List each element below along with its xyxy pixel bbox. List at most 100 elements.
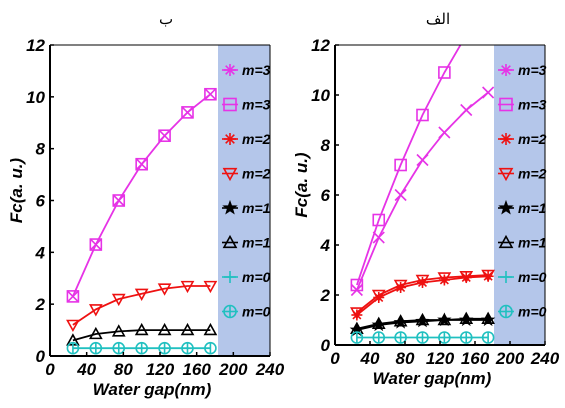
data-point [395, 282, 407, 293]
data-point [158, 129, 171, 143]
panel-1: الف 0 40 80 120 160 200 240 0 2 4 6 8 10 12 Water gap(n… [292, 11, 560, 388]
data-point-stroke [394, 188, 407, 202]
data-point-star [481, 312, 496, 327]
data-point-triangle [66, 319, 80, 333]
data-point [158, 341, 171, 355]
x-tick-label: 0 [45, 360, 55, 379]
data-point [181, 341, 194, 355]
data-point-triangle [88, 304, 103, 317]
legend-marker-triangle [222, 234, 238, 249]
legend-entry: m=0 [498, 269, 547, 285]
data-point-stroke [89, 238, 102, 251]
data-point [112, 194, 126, 207]
data-point-stroke [135, 158, 148, 171]
data-point-stroke [112, 194, 125, 207]
data-point [372, 231, 385, 244]
data-point-stroke [158, 129, 171, 142]
legend-entry: m=3 [222, 62, 271, 78]
y-tick-label: 4 [320, 236, 331, 255]
data-point [482, 86, 495, 99]
data-point [438, 126, 451, 139]
x-tick-label: 80 [114, 360, 133, 379]
legend-label: m=2 [242, 166, 271, 182]
data-point-star [437, 312, 452, 327]
legend-marker [224, 133, 236, 145]
legend-marker-stroke [501, 134, 511, 144]
data-point-triangle [203, 280, 218, 294]
x-tick-label: 200 [218, 360, 248, 379]
data-point-star [393, 314, 408, 329]
data-point-square [181, 106, 194, 119]
data-point-stroke [204, 88, 217, 101]
data-point-triangle [134, 322, 149, 336]
legend-marker-stroke [225, 65, 235, 75]
data-point [394, 331, 407, 344]
y-tick-label: 10 [26, 88, 45, 107]
data-point [438, 274, 450, 286]
data-point-square [438, 66, 451, 79]
data-point-stroke [483, 271, 493, 281]
legend-marker-triangle [498, 234, 514, 249]
data-point [372, 331, 386, 344]
legend-marker-square [499, 97, 513, 112]
data-point [157, 283, 172, 296]
legend-label: m=0 [518, 304, 547, 320]
legend-label: m=2 [518, 131, 547, 147]
legend-label: m=2 [242, 131, 271, 147]
x-tick-label: 120 [426, 349, 455, 368]
legend-label: m=2 [518, 166, 547, 182]
series-line [356, 45, 462, 286]
data-point [481, 331, 495, 344]
x-tick-label: 240 [255, 360, 285, 379]
data-point-triangle [88, 326, 103, 340]
data-point [438, 66, 451, 79]
legend-marker-triangle [222, 167, 238, 182]
data-point [394, 158, 407, 172]
data-point-star [459, 312, 474, 327]
data-point-triangle [203, 322, 218, 336]
y-tick-label: 0 [321, 336, 331, 355]
panel-title: الف [426, 11, 450, 28]
data-point-stroke [482, 86, 495, 99]
data-point-triangle [157, 322, 172, 336]
data-point [460, 103, 473, 117]
data-point-square [135, 157, 148, 171]
legend-label: m=3 [242, 97, 271, 113]
legend-label: m=0 [242, 269, 271, 285]
data-point [88, 304, 103, 317]
y-tick-label: 0 [36, 347, 46, 366]
legend-marker [500, 271, 512, 283]
legend-marker-triangle [498, 167, 514, 182]
y-tick-label: 8 [321, 136, 331, 155]
data-point [157, 322, 172, 336]
data-point [371, 317, 386, 332]
x-axis-label: Water gap(nm) [373, 369, 492, 388]
data-point-square [158, 129, 171, 143]
data-point [180, 280, 195, 294]
legend-panel [494, 45, 545, 345]
legend-marker [222, 199, 238, 215]
y-tick-label: 10 [311, 86, 330, 105]
x-axis-label: Water gap(nm) [93, 380, 212, 399]
x-tick-label: 120 [146, 360, 175, 379]
data-point-triangle [111, 324, 126, 337]
data-point [111, 293, 126, 307]
data-point-square [372, 213, 386, 227]
data-point [373, 292, 385, 303]
series-line [72, 285, 211, 326]
data-point [351, 309, 363, 321]
series-group [349, 45, 496, 344]
data-point [135, 157, 148, 171]
data-point [415, 313, 430, 328]
series-group [66, 87, 218, 355]
data-point-square [66, 290, 80, 303]
x-tick-label: 40 [360, 349, 380, 368]
panel-0: ب 0 40 80 120 160 200 240 0 2 4 6 8 10 12 Water gap(nm)… [7, 11, 285, 399]
legend-panel [218, 45, 270, 356]
data-point [482, 270, 494, 282]
data-point [134, 322, 149, 336]
legend-entry: m=3 [498, 97, 547, 113]
data-point-stroke [417, 277, 428, 288]
data-point [66, 290, 80, 303]
